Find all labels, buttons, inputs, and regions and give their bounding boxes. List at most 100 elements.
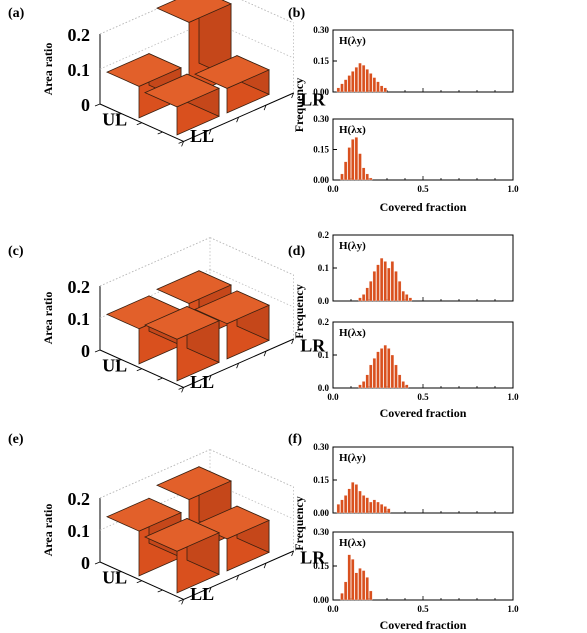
- histogram-bar: [365, 69, 369, 93]
- y-tick-label: 0.1: [318, 350, 330, 360]
- subplot-upper: 0.00 0.15 0.30 H(λy): [313, 25, 514, 97]
- y-tick-label: 0.15: [313, 561, 329, 571]
- y-tick-label: 0.0: [318, 383, 330, 393]
- histogram-bar: [383, 506, 387, 514]
- bar3d-panel-2: (e) 0 0.1 0.2 Area ratio UL LL LR: [8, 432, 326, 605]
- bar-LR: [194, 505, 270, 572]
- histogram-bar: [379, 257, 384, 302]
- grid-line: [99, 20, 211, 70]
- floor-tick: [94, 561, 101, 565]
- histogram-bar: [376, 351, 380, 389]
- histogram-bar: [354, 484, 359, 514]
- panel-label: (f): [288, 432, 302, 447]
- histogram-bar: [365, 577, 369, 601]
- subplot-upper: 0.0 0.1 0.2 H(λy): [318, 230, 514, 306]
- z-axis-title: Area ratio: [41, 43, 55, 96]
- subplot-label: H(λy): [339, 240, 366, 252]
- histogram-bar: [394, 271, 398, 302]
- histogram-bar: [340, 173, 344, 181]
- histogram-bar: [376, 81, 380, 93]
- z-axis-title: Area ratio: [41, 292, 55, 345]
- subplot-label: H(λy): [339, 452, 366, 464]
- histogram-bar: [365, 374, 369, 389]
- floor-tick: [94, 103, 101, 107]
- histogram-bar: [343, 495, 348, 514]
- y-tick-label: 0.30: [313, 25, 329, 35]
- histogram-bar: [358, 384, 362, 389]
- histogram-panel-2: (f)0.000.150.30H(λy)0.000.150.30H(λx)0.0…: [288, 432, 519, 632]
- y-tick-label: 0.15: [313, 475, 329, 485]
- panel-label: (e): [8, 432, 24, 447]
- y-axis-title: Frequency: [292, 284, 306, 338]
- y-tick-label: 0.2: [318, 230, 330, 240]
- floor-tick: [181, 141, 184, 147]
- histogram-bar: [372, 271, 377, 302]
- bar-top-face: [194, 290, 270, 325]
- axis-label-ul: UL: [102, 568, 127, 588]
- histogram-panel-1: (d) 0.0 0.1 0.2 H(λy) 0.0 0.1 0.2 H(λx) 0.0 0.5 1.0…: [288, 230, 519, 420]
- x-tick-label: 0.5: [417, 392, 429, 402]
- x-axis-title: Covered fraction: [380, 618, 467, 632]
- histogram-bar: [369, 177, 373, 181]
- floor-tick: [178, 141, 184, 144]
- histogram-bar: [340, 499, 344, 514]
- histogram-bar: [358, 153, 362, 181]
- floor-tick: [181, 599, 184, 605]
- y-tick-label: 0.15: [313, 145, 329, 155]
- z-axis-title: Area ratio: [41, 504, 55, 557]
- floor-tick: [236, 117, 239, 123]
- panel-label: (d): [288, 244, 305, 259]
- z-tick-label: 0.1: [68, 521, 91, 541]
- floor-tick: [157, 589, 163, 593]
- grid-line: [99, 269, 211, 319]
- histogram-bar: [358, 62, 362, 93]
- histogram-bar: [383, 87, 387, 93]
- histogram-bar: [365, 173, 369, 181]
- axis-label-ll: LL: [190, 372, 214, 392]
- histogram-bar: [390, 261, 395, 302]
- histogram-bar: [379, 85, 384, 93]
- y-tick-label: 0.00: [313, 508, 329, 518]
- panel-label: (c): [8, 244, 24, 259]
- y-tick-label: 0.1: [318, 263, 330, 273]
- histogram-bar: [336, 504, 341, 514]
- histogram-bar: [347, 488, 351, 514]
- bar-top-face: [156, 466, 232, 500]
- subplot-label: H(λx): [339, 327, 366, 339]
- axis-label-ul: UL: [102, 110, 127, 130]
- floor-tick: [263, 104, 267, 111]
- axis-label-ll: LL: [190, 584, 214, 604]
- floor-tick: [208, 587, 212, 593]
- histogram-bar: [347, 75, 351, 93]
- histogram-bar: [387, 348, 391, 389]
- histogram-bar: [358, 297, 362, 302]
- grid-line: [209, 449, 294, 488]
- floor-tick: [136, 580, 142, 584]
- panel-label: (b): [288, 6, 305, 21]
- floor-tick: [178, 599, 184, 602]
- bar-LL: [144, 305, 220, 382]
- floor-tick: [263, 350, 267, 357]
- x-tick-label: 1.0: [507, 184, 519, 194]
- z-tick-label: 0.1: [68, 60, 91, 80]
- grid-line: [99, 449, 211, 499]
- histogram-bar: [405, 294, 409, 302]
- axis-label-lr: LR: [300, 335, 326, 355]
- bar-LL: [144, 73, 220, 136]
- histogram-panel-0: (b)0.000.150.30H(λy)0.000.150.30H(λx)0.0…: [288, 6, 519, 214]
- floor-tick: [181, 387, 184, 393]
- histogram-bar: [361, 381, 366, 389]
- histogram-bar: [387, 267, 391, 302]
- bar-LL: [144, 517, 220, 594]
- histogram-bar: [369, 281, 373, 302]
- bar3d-panel-0: (a) 0 0.1 0.2 Area ratio UL LL LR: [8, 0, 326, 147]
- histogram-bar: [365, 497, 369, 514]
- y-tick-label: 0.0: [318, 296, 330, 306]
- floor-tick: [291, 92, 294, 99]
- histogram-bar: [387, 508, 391, 514]
- histogram-bar: [376, 501, 380, 514]
- histogram-bar: [376, 264, 380, 302]
- histogram-bar: [343, 79, 348, 93]
- z-tick-label: 0.1: [68, 309, 91, 329]
